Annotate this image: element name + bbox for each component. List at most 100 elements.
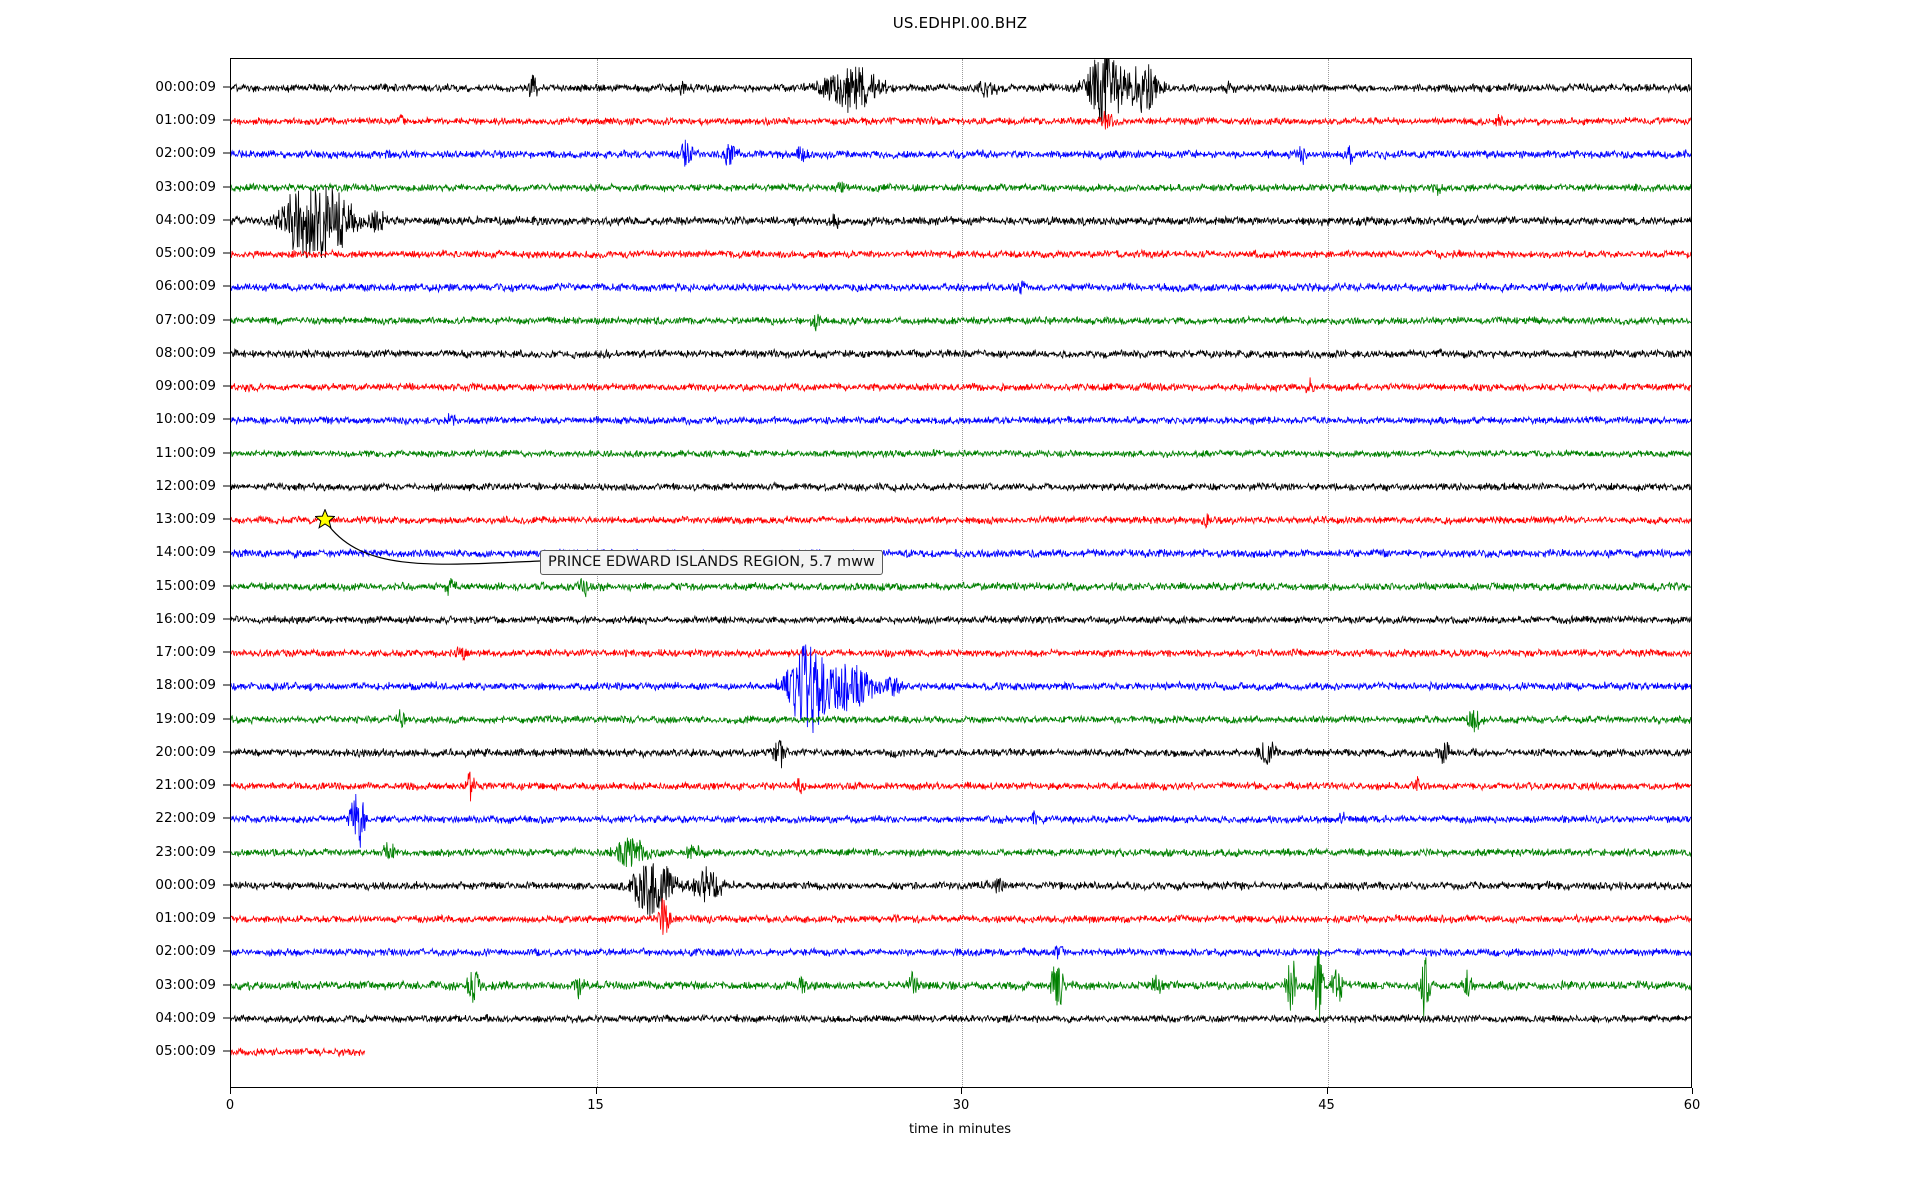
trace-line	[231, 186, 1691, 259]
y-tick-mark	[223, 684, 230, 686]
x-tick-label: 45	[1318, 1098, 1335, 1113]
y-tick-mark	[223, 817, 230, 819]
trace-line	[231, 248, 1691, 260]
trace-line	[231, 945, 1691, 960]
y-tick-mark	[223, 152, 230, 154]
y-tick-label: 14:00:09	[155, 544, 216, 561]
y-tick-label: 08:00:09	[155, 344, 216, 361]
x-tick-mark	[230, 1088, 231, 1094]
y-tick-label: 21:00:09	[155, 777, 216, 794]
trace-line	[231, 59, 1691, 126]
trace-line	[231, 280, 1691, 295]
y-tick-mark	[223, 984, 230, 986]
y-tick-mark	[223, 651, 230, 653]
trace-line	[231, 110, 1691, 130]
x-tick-label: 15	[587, 1098, 604, 1113]
y-tick-label: 11:00:09	[155, 444, 216, 461]
y-tick-label: 10:00:09	[155, 411, 216, 428]
y-tick-mark	[223, 385, 230, 387]
y-tick-mark	[223, 917, 230, 919]
y-tick-mark	[223, 884, 230, 886]
y-tick-mark	[223, 851, 230, 853]
trace-line	[231, 739, 1691, 769]
y-tick-label: 03:00:09	[155, 976, 216, 993]
trace-line	[231, 547, 1691, 560]
trace-line	[231, 448, 1691, 460]
plot-area	[230, 58, 1692, 1088]
x-axis-label: time in minutes	[908, 1122, 1012, 1137]
y-tick-label: 01:00:09	[155, 112, 216, 129]
x-tick-label: 60	[1683, 1098, 1701, 1113]
earthquake-star-icon	[315, 509, 336, 530]
plot-inner	[231, 59, 1691, 1087]
y-tick-mark	[223, 585, 230, 587]
trace-line	[231, 480, 1691, 494]
event-annotation-label: PRINCE EDWARD ISLANDS REGION, 5.7 mww	[540, 550, 883, 575]
y-tick-mark	[223, 618, 230, 620]
y-tick-label: 00:00:09	[155, 876, 216, 893]
trace-line	[231, 614, 1691, 626]
y-tick-mark	[223, 518, 230, 520]
trace-line	[231, 863, 1691, 917]
y-tick-label: 04:00:09	[155, 211, 216, 228]
trace-line	[231, 793, 1691, 848]
y-tick-label: 15:00:09	[155, 577, 216, 594]
x-tick-mark	[1692, 1088, 1693, 1094]
y-tick-mark	[223, 485, 230, 487]
y-tick-label: 05:00:09	[155, 245, 216, 262]
y-tick-mark	[223, 186, 230, 188]
trace-line	[231, 837, 1691, 868]
x-tick-label: 30	[952, 1098, 970, 1113]
y-tick-label: 17:00:09	[155, 644, 216, 661]
x-tick-mark	[961, 1088, 962, 1094]
y-tick-label: 13:00:09	[155, 511, 216, 528]
trace-line	[231, 1013, 1691, 1025]
trace-line	[231, 413, 1691, 426]
y-tick-mark	[223, 219, 230, 221]
trace-line	[231, 949, 1691, 1020]
y-tick-mark	[223, 285, 230, 287]
y-tick-label: 05:00:09	[155, 1043, 216, 1059]
trace-line	[231, 139, 1691, 167]
y-tick-mark	[223, 551, 230, 553]
y-tick-mark	[223, 784, 230, 786]
y-tick-mark	[223, 718, 230, 720]
y-tick-label: 07:00:09	[155, 311, 216, 328]
y-tick-label: 20:00:09	[155, 743, 216, 760]
y-tick-label: 03:00:09	[155, 178, 216, 195]
trace-line	[231, 771, 1691, 802]
gridline	[962, 59, 963, 1087]
x-tick-mark	[595, 1088, 597, 1094]
y-tick-label: 01:00:09	[155, 910, 216, 927]
y-tick-mark	[223, 418, 230, 420]
trace-line	[231, 513, 1691, 529]
y-tick-mark	[223, 119, 230, 121]
y-tick-label: 04:00:09	[155, 1009, 216, 1026]
page-title: US.EDHPI.00.BHZ	[892, 14, 1028, 32]
y-tick-mark	[223, 319, 230, 321]
trace-line	[231, 313, 1691, 332]
gridline	[1327, 59, 1329, 1087]
x-tick-mark	[1326, 1088, 1328, 1094]
trace-line	[231, 709, 1691, 733]
trace-line	[231, 377, 1691, 394]
y-tick-label: 06:00:09	[155, 278, 216, 295]
trace-line	[231, 577, 1691, 598]
x-tick-label: 0	[225, 1098, 235, 1113]
y-tick-label: 09:00:09	[155, 378, 216, 395]
y-tick-mark	[223, 452, 230, 454]
trace-line	[231, 898, 1691, 935]
y-tick-mark	[223, 252, 230, 254]
y-tick-label: 02:00:09	[155, 943, 216, 960]
y-tick-label: 19:00:09	[155, 710, 216, 727]
y-tick-mark	[223, 1017, 230, 1019]
y-tick-mark	[223, 352, 230, 354]
y-tick-label: 18:00:09	[155, 677, 216, 694]
y-tick-label: 00:00:09	[155, 79, 216, 95]
trace-layer	[231, 59, 1691, 1058]
y-tick-label: 16:00:09	[155, 610, 216, 627]
y-tick-label: 12:00:09	[155, 477, 216, 494]
y-tick-label: 23:00:09	[155, 843, 216, 860]
trace-line	[231, 646, 1691, 662]
y-tick-mark	[223, 1050, 230, 1052]
